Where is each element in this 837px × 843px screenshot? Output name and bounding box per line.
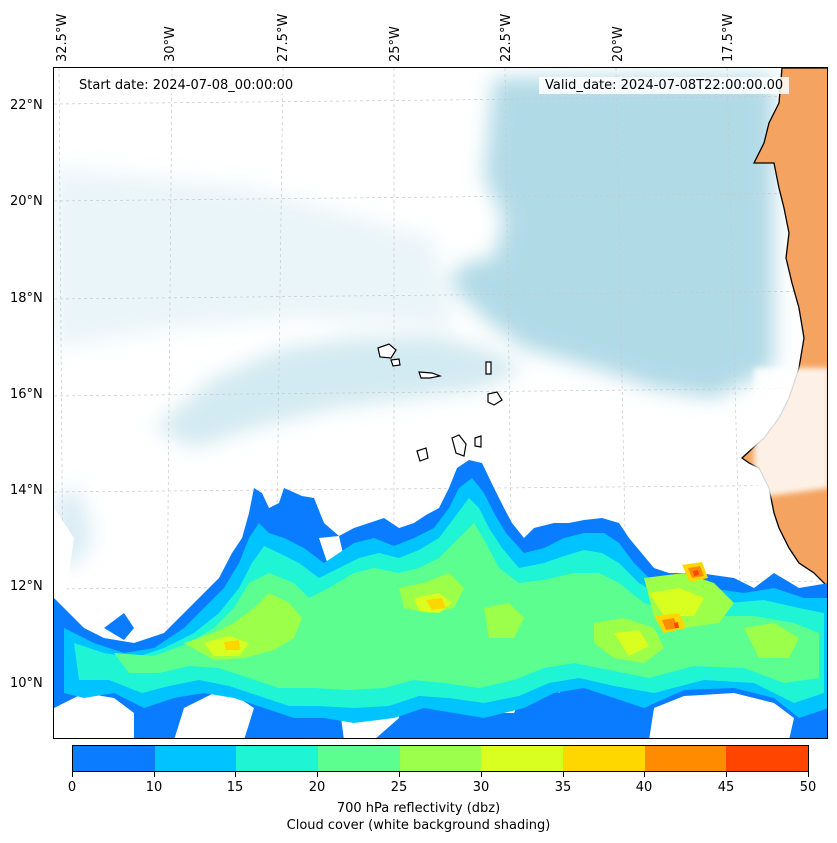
colorbar-label: 700 hPa reflectivity (dbz)	[336, 801, 501, 816]
colorbar-tick-label-15: 15	[226, 780, 244, 795]
colorbar-tick-label-30: 30	[472, 780, 490, 795]
colorbar-tick-20	[317, 772, 318, 777]
lon-label-30w: 30°W	[163, 26, 178, 62]
colorbar-segment-45-50	[726, 746, 809, 771]
colorbar-tick-10	[154, 772, 155, 777]
cloud-cover-band	[154, 336, 524, 448]
colorbar-segment-25-30	[399, 746, 482, 771]
island-maio	[474, 435, 482, 448]
island-santo-antao	[377, 343, 397, 359]
map-canvas	[54, 68, 827, 738]
cloud-cover-layer	[54, 76, 774, 568]
lon-label-25w: 25°W	[388, 26, 403, 62]
colorbar-tick-label-25: 25	[390, 780, 408, 795]
lat-label-22n: 22°N	[10, 98, 43, 113]
colorbar-tick-label-50: 50	[799, 780, 817, 795]
reflectivity-45-50	[674, 570, 699, 628]
colorbar-tick-label-45: 45	[717, 780, 735, 795]
colorbar-tick-45	[726, 772, 727, 777]
cloud-cover-haze	[54, 168, 454, 348]
colorbar-tick-label-0: 0	[67, 780, 77, 795]
lat-label-10n: 10°N	[10, 676, 43, 691]
lat-label-18n: 18°N	[10, 291, 43, 306]
cloud-cover-north	[449, 76, 774, 398]
island-sao-nicolau	[418, 371, 443, 379]
valid-date-label: Valid_date: 2024-07-08T22:00:00.00	[539, 77, 790, 94]
colorbar-tick-label-40: 40	[635, 780, 653, 795]
map-panel	[53, 67, 828, 739]
colorbar-tick-50	[808, 772, 809, 777]
lon-label-20w: 20°W	[611, 26, 626, 62]
colorbar-tick-15	[235, 772, 236, 777]
colorbar-tick-35	[563, 772, 564, 777]
island-boa-vista	[487, 391, 503, 406]
colorbar-tick-label-10: 10	[145, 780, 163, 795]
colorbar-sublabel: Cloud cover (white background shading)	[286, 818, 551, 833]
colorbar-tick-label-35: 35	[554, 780, 572, 795]
lon-label-32-5w: 32.5°W	[55, 13, 70, 62]
colorbar-segment-35-40	[563, 746, 645, 771]
land-layer	[740, 68, 827, 587]
lon-label-17-5w: 17.5°W	[721, 13, 736, 62]
island-fogo	[416, 447, 429, 462]
colorbar-segment-30-35	[481, 746, 564, 771]
cape-verde-islands	[377, 343, 503, 462]
colorbar-segment-40-45	[644, 746, 727, 771]
colorbar-segment-0-10	[73, 746, 155, 771]
lat-label-20n: 20°N	[10, 194, 43, 209]
lon-label-22-5w: 22.5°W	[499, 13, 514, 62]
colorbar-tick-40	[644, 772, 645, 777]
lat-label-12n: 12°N	[10, 579, 43, 594]
colorbar-segment-15-20	[236, 746, 319, 771]
island-sao-vicente	[390, 358, 401, 367]
lat-label-16n: 16°N	[10, 387, 43, 402]
senegal-fade	[754, 368, 827, 498]
colorbar-segment-10-15	[154, 746, 237, 771]
colorbar	[72, 745, 809, 772]
colorbar-tick-25	[399, 772, 400, 777]
reflectivity-layer	[54, 460, 827, 738]
island-sal	[485, 361, 492, 375]
island-santiago	[451, 434, 467, 457]
lat-label-14n: 14°N	[10, 483, 43, 498]
colorbar-segment-20-25	[318, 746, 400, 771]
lon-label-27-5w: 27.5°W	[276, 13, 291, 62]
colorbar-tick-0	[72, 772, 73, 777]
start-date-label: Start date: 2024-07-08_00:00:00	[73, 77, 300, 94]
colorbar-tick-label-20: 20	[308, 780, 326, 795]
colorbar-tick-30	[481, 772, 482, 777]
